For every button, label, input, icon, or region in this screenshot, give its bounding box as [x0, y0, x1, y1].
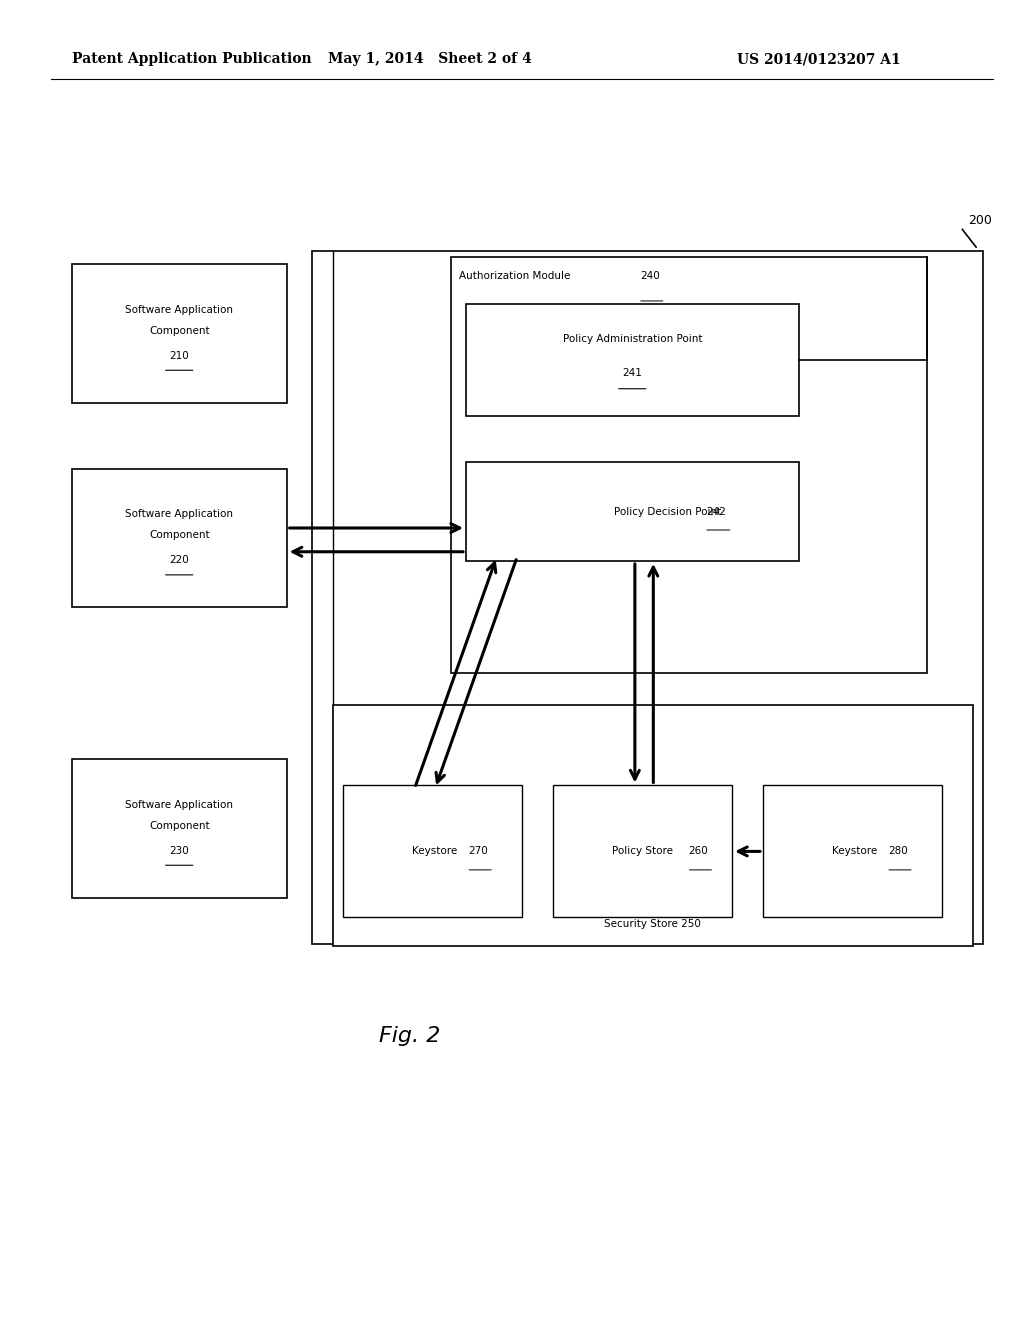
FancyBboxPatch shape — [343, 785, 522, 917]
Text: Component: Component — [148, 326, 210, 335]
Text: Software Application: Software Application — [125, 305, 233, 314]
Text: 230: 230 — [169, 846, 189, 855]
Text: Fig. 2: Fig. 2 — [379, 1026, 440, 1047]
Text: Keystore: Keystore — [412, 846, 461, 857]
FancyBboxPatch shape — [72, 264, 287, 403]
FancyBboxPatch shape — [333, 705, 973, 946]
Text: Policy Store: Policy Store — [612, 846, 676, 857]
Text: 242: 242 — [707, 507, 726, 516]
FancyBboxPatch shape — [763, 785, 942, 917]
FancyBboxPatch shape — [72, 759, 287, 898]
Text: 280: 280 — [889, 846, 908, 857]
FancyBboxPatch shape — [451, 257, 927, 673]
FancyBboxPatch shape — [72, 469, 287, 607]
Text: 240: 240 — [640, 271, 659, 281]
Text: 200: 200 — [968, 214, 991, 227]
Text: Authorization Module: Authorization Module — [459, 271, 573, 281]
FancyBboxPatch shape — [553, 785, 732, 917]
Text: Policy Administration Point: Policy Administration Point — [562, 334, 702, 343]
Text: 210: 210 — [169, 351, 189, 360]
Text: Component: Component — [148, 531, 210, 540]
Text: 260: 260 — [689, 846, 709, 857]
Text: Software Application: Software Application — [125, 510, 233, 519]
FancyBboxPatch shape — [466, 304, 799, 416]
Text: May 1, 2014   Sheet 2 of 4: May 1, 2014 Sheet 2 of 4 — [329, 53, 531, 66]
Text: Security Store 250: Security Store 250 — [604, 919, 701, 929]
FancyBboxPatch shape — [312, 251, 983, 944]
Text: US 2014/0123207 A1: US 2014/0123207 A1 — [737, 53, 901, 66]
Text: 220: 220 — [169, 556, 189, 565]
Text: Component: Component — [148, 821, 210, 830]
Text: Patent Application Publication: Patent Application Publication — [72, 53, 311, 66]
Text: 241: 241 — [623, 368, 642, 378]
Text: Policy Decision Point: Policy Decision Point — [614, 507, 724, 516]
Text: Keystore: Keystore — [831, 846, 881, 857]
Text: 270: 270 — [469, 846, 488, 857]
Text: Software Application: Software Application — [125, 800, 233, 809]
FancyBboxPatch shape — [466, 462, 799, 561]
